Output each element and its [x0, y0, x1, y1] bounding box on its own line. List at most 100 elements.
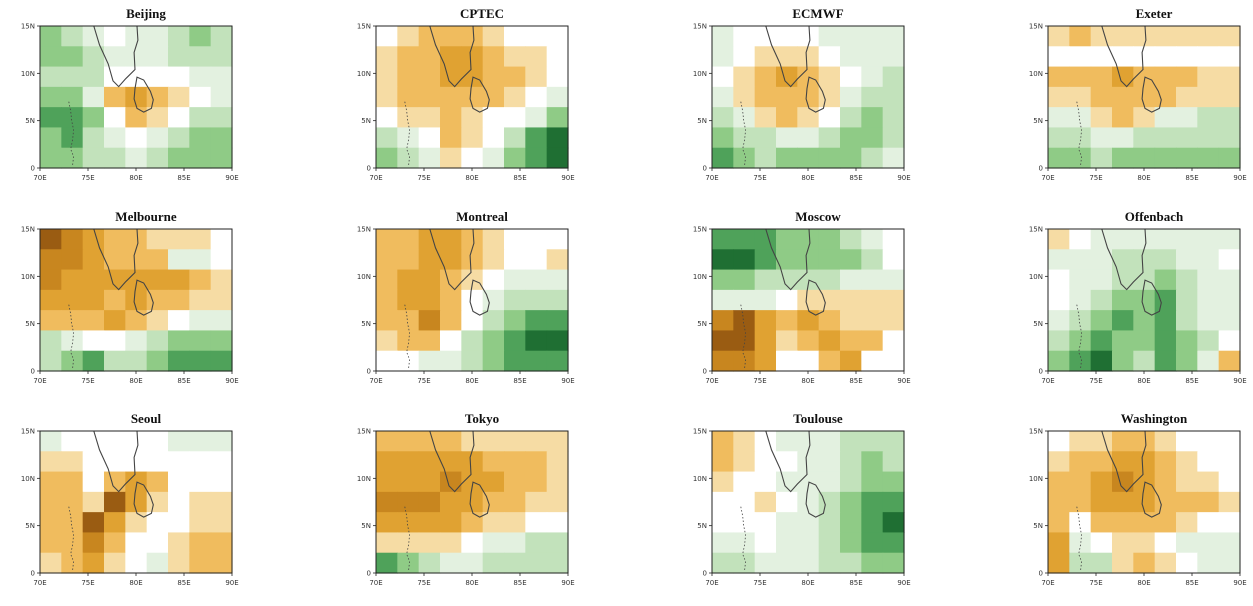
contour-cell [1218, 229, 1241, 250]
contour-cell [440, 147, 462, 169]
contour-cell [776, 46, 798, 68]
contour-cell [1154, 147, 1177, 169]
contour-cell [1154, 310, 1177, 332]
contour-cell [61, 491, 84, 513]
contour-cell [818, 229, 841, 250]
panel-title: Tokyo [464, 411, 500, 426]
y-tick-label: 0 [703, 165, 707, 173]
x-tick-label: 90E [225, 377, 238, 385]
panel-moscow: Moscow 0 5N 10N 15N 70E 75E 80E 85E 90E [682, 209, 912, 401]
contour-cell [882, 26, 905, 47]
contour-cell [376, 86, 398, 108]
contour-cell [61, 532, 84, 554]
y-tick-label: 0 [1039, 570, 1043, 578]
india-coastline [1101, 430, 1147, 493]
contour-cell [840, 350, 862, 372]
contour-cell [125, 26, 148, 47]
maldives-islands [404, 506, 411, 571]
panel-title: Exeter [1135, 6, 1173, 21]
contour-cell [546, 249, 569, 271]
contour-cell [40, 107, 62, 129]
contour-cell [525, 451, 548, 473]
contour-cell [1197, 46, 1220, 68]
panel-cptec: CPTEC 0 5N 10N 15N 70E 75E 80E 85E 90E [346, 6, 576, 198]
contour-cell [776, 147, 798, 169]
contour-cell [418, 86, 441, 108]
x-tick-label: 85E [513, 377, 526, 385]
contour-cell [712, 552, 734, 574]
contour-cell [210, 431, 233, 452]
contour-cell [40, 491, 62, 513]
contour-cell [1090, 229, 1113, 250]
contour-cell [1133, 147, 1156, 169]
contour-map: 0 5N 10N 15N 70E 75E 80E 85E 90E [1029, 428, 1247, 588]
contour-cell [1218, 289, 1241, 311]
contour-cell [482, 229, 505, 250]
x-tick-label: 90E [561, 377, 574, 385]
x-tick-label: 75E [81, 174, 94, 182]
contour-cell [818, 512, 841, 534]
contour-cell [146, 512, 169, 534]
x-tick-label: 70E [705, 174, 718, 182]
contour-cell [82, 86, 105, 108]
contour-cell [840, 249, 862, 271]
contour-cell [418, 107, 441, 129]
contour-cell [146, 552, 169, 574]
contour-cell [376, 330, 398, 352]
contour-cell [754, 552, 777, 574]
contour-cell [1112, 451, 1134, 473]
y-tick-label: 10N [693, 273, 707, 281]
x-tick-label: 80E [129, 579, 142, 587]
contour-cell [210, 491, 233, 513]
contour-cell [61, 552, 84, 574]
contour-cell [189, 491, 212, 513]
contour-cell [104, 491, 126, 513]
contour-cell [104, 46, 126, 68]
contour-cell [840, 532, 862, 554]
contour-cell [1048, 330, 1070, 352]
contour-cell [440, 431, 462, 452]
contour-cell [754, 229, 777, 250]
contour-cell [376, 26, 398, 47]
contour-cell [210, 107, 233, 129]
contour-cell [840, 451, 862, 473]
contour-cell [168, 330, 190, 352]
contour-cell [82, 471, 105, 493]
contour-cell [1197, 431, 1220, 452]
contour-cell [1133, 46, 1156, 68]
panel-washington: Washington 0 5N 10N 15N 70E 75E 80E 85E 90E [1018, 411, 1248, 603]
y-tick-label: 15N [357, 226, 371, 234]
contour-cell [776, 26, 798, 47]
contour-cell [818, 269, 841, 291]
contour-cell [733, 229, 756, 250]
contour-cell [461, 552, 484, 574]
contour-cell [82, 532, 105, 554]
y-tick-label: 15N [1029, 226, 1043, 234]
contour-cell [525, 330, 548, 352]
contour-cell [1048, 310, 1070, 332]
contour-cell [797, 310, 820, 332]
contour-cell [82, 330, 105, 352]
contour-cell [1090, 127, 1113, 149]
contour-cell [104, 512, 126, 534]
contour-cell [776, 229, 798, 250]
contour-cell [40, 249, 62, 271]
contour-cell [40, 86, 62, 108]
contour-cell [1069, 127, 1092, 149]
contour-map: 0 5N 10N 15N 70E 75E 80E 85E 90E [357, 226, 575, 386]
panel-title: Beijing [126, 6, 166, 21]
contour-cell [1218, 471, 1241, 493]
contour-cell [1048, 26, 1070, 47]
contour-cell [754, 451, 777, 473]
contour-cell [40, 330, 62, 352]
contour-cell [104, 552, 126, 574]
contour-cell [882, 127, 905, 149]
contour-cell [418, 147, 441, 169]
contour-cell [504, 86, 526, 108]
contour-cell [1090, 86, 1113, 108]
sri-lanka-coastline [133, 279, 154, 316]
contour-cell [525, 269, 548, 291]
contour-cell [882, 512, 905, 534]
contour-cell [61, 471, 84, 493]
contour-cell [125, 229, 148, 250]
